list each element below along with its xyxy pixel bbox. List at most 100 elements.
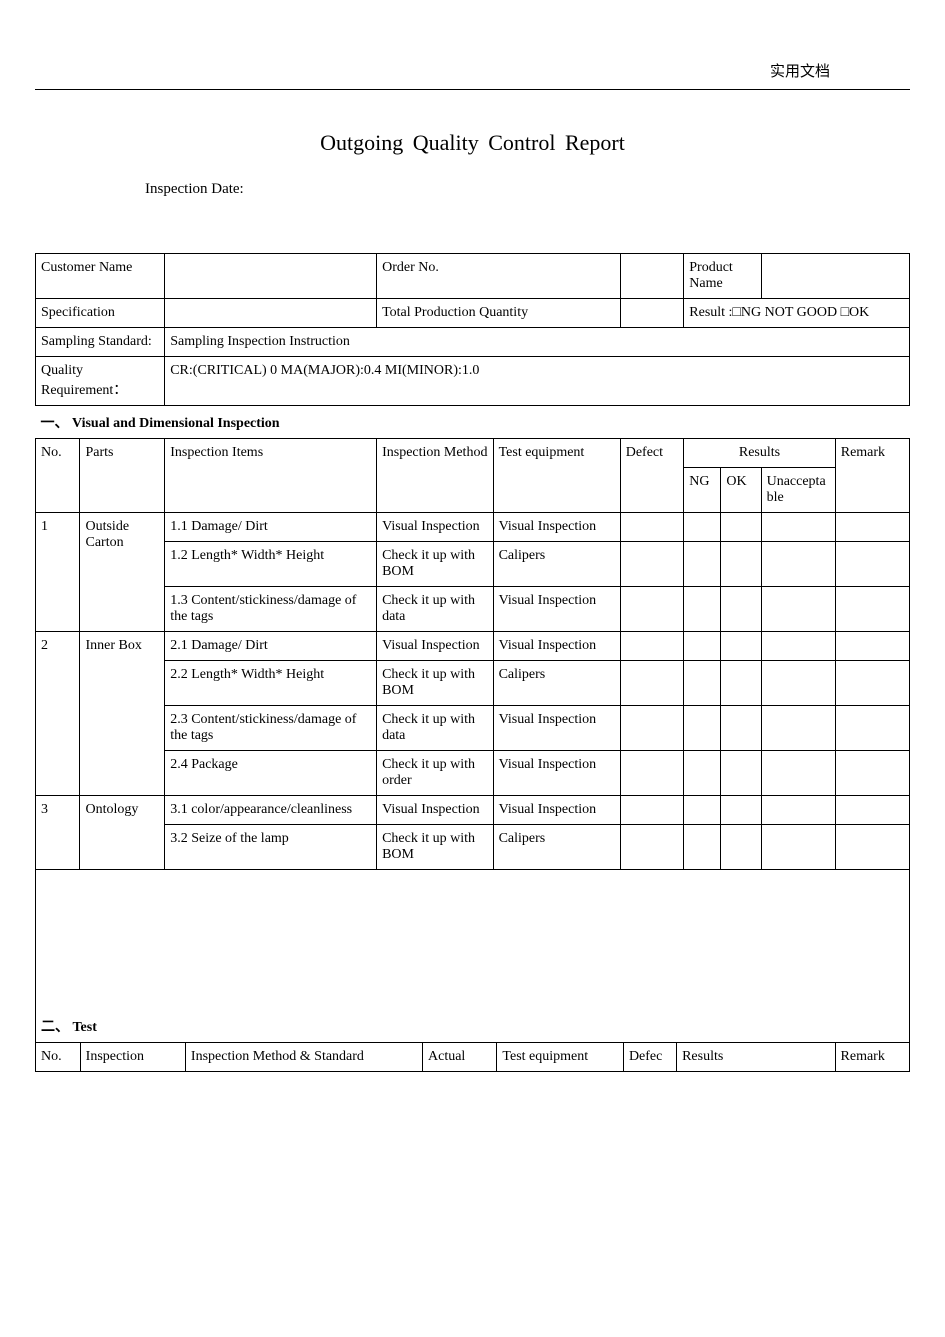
- inspection-date-label: Inspection Date:: [145, 181, 910, 198]
- table-2: No. Inspection Inspection Method & Stand…: [35, 1042, 910, 1072]
- cell-defect: [620, 706, 684, 751]
- cell-remark: [835, 751, 909, 796]
- col-equip: Test equipment: [493, 439, 620, 513]
- cell-parts: Inner Box: [80, 632, 165, 796]
- cell-ng: [684, 513, 721, 542]
- cell-remark: [835, 587, 909, 632]
- section-2-prefix: 二、: [41, 1020, 69, 1035]
- table-row: 2.4 PackageCheck it up with orderVisual …: [36, 751, 910, 796]
- col2-method-std: Inspection Method & Standard: [185, 1042, 422, 1071]
- cell-remark: [835, 796, 909, 825]
- sampling-std-label: Sampling Standard:: [36, 328, 165, 357]
- col2-no: No.: [36, 1042, 81, 1071]
- col2-inspection: Inspection: [80, 1042, 185, 1071]
- cell-no: 1: [36, 513, 80, 632]
- sampling-std-value: Sampling Inspection Instruction: [165, 328, 910, 357]
- col-unacceptable: Unacceptable: [761, 468, 835, 513]
- cell-equipment: Calipers: [493, 825, 620, 870]
- table-row: 2Inner Box2.1 Damage/ DirtVisual Inspect…: [36, 632, 910, 661]
- total-qty-value: [620, 299, 684, 328]
- cell-ok: [721, 825, 761, 870]
- col2-equip: Test equipment: [497, 1042, 624, 1071]
- cell-unacc: [761, 825, 835, 870]
- cell-ok: [721, 632, 761, 661]
- cell-equipment: Visual Inspection: [493, 587, 620, 632]
- report-title: Outgoing Quality Control Report: [35, 130, 910, 156]
- cell-ok: [721, 751, 761, 796]
- col-no: No.: [36, 439, 80, 513]
- cell-equipment: Visual Inspection: [493, 751, 620, 796]
- cell-no: 3: [36, 796, 80, 870]
- cell-remark: [835, 661, 909, 706]
- table-row: 1.3 Content/stickiness/damage of the tag…: [36, 587, 910, 632]
- cell-item: 3.1 color/appearance/cleanliness: [165, 796, 377, 825]
- col2-defec: Defec: [623, 1042, 676, 1071]
- cell-ok: [721, 587, 761, 632]
- cell-item: 1.1 Damage/ Dirt: [165, 513, 377, 542]
- order-no-value: [620, 254, 684, 299]
- col-results: Results: [684, 439, 835, 468]
- col2-results: Results: [677, 1042, 835, 1071]
- main-table: Customer Name Order No. Product Name Spe…: [35, 253, 910, 1043]
- info-row-4: Quality Requirement： CR:(CRITICAL) 0 MA(…: [36, 357, 910, 406]
- quality-req-label: Quality Requirement：: [36, 357, 165, 406]
- cell-method: Visual Inspection: [377, 796, 494, 825]
- col2-actual: Actual: [423, 1042, 497, 1071]
- cell-defect: [620, 632, 684, 661]
- cell-defect: [620, 661, 684, 706]
- table-row: 1.2 Length* Width* HeightCheck it up wit…: [36, 542, 910, 587]
- cell-method: Visual Inspection: [377, 513, 494, 542]
- cell-method: Check it up with BOM: [377, 825, 494, 870]
- cell-equipment: Visual Inspection: [493, 513, 620, 542]
- cell-item: 1.3 Content/stickiness/damage of the tag…: [165, 587, 377, 632]
- col-remark: Remark: [835, 439, 909, 513]
- cell-ng: [684, 542, 721, 587]
- total-qty-label: Total Production Quantity: [377, 299, 621, 328]
- cell-unacc: [761, 542, 835, 587]
- cell-ok: [721, 542, 761, 587]
- col-ng: NG: [684, 468, 721, 513]
- col-method: Inspection Method: [377, 439, 494, 513]
- cell-ng: [684, 706, 721, 751]
- cell-unacc: [761, 796, 835, 825]
- cell-defect: [620, 825, 684, 870]
- cell-unacc: [761, 632, 835, 661]
- cell-parts: Outside Carton: [80, 513, 165, 632]
- cell-method: Check it up with data: [377, 706, 494, 751]
- cell-ng: [684, 825, 721, 870]
- cell-defect: [620, 542, 684, 587]
- cell-ok: [721, 661, 761, 706]
- info-row-2: Specification Total Production Quantity …: [36, 299, 910, 328]
- blank-spacer-row: [36, 870, 910, 1010]
- cell-item: 2.3 Content/stickiness/damage of the tag…: [165, 706, 377, 751]
- section-2-title: Test: [73, 1020, 97, 1035]
- cell-ng: [684, 796, 721, 825]
- table2-header-row: No. Inspection Inspection Method & Stand…: [36, 1042, 910, 1071]
- cell-defect: [620, 751, 684, 796]
- cell-unacc: [761, 587, 835, 632]
- cell-ng: [684, 587, 721, 632]
- cell-unacc: [761, 661, 835, 706]
- cell-remark: [835, 706, 909, 751]
- product-name-value: [761, 254, 909, 299]
- cell-equipment: Visual Inspection: [493, 706, 620, 751]
- header-label: 实用文档: [35, 60, 910, 90]
- section-1-title-row: 一、 Visual and Dimensional Inspection: [36, 406, 910, 439]
- table-row: 1Outside Carton1.1 Damage/ DirtVisual In…: [36, 513, 910, 542]
- cell-method: Check it up with order: [377, 751, 494, 796]
- cell-method: Visual Inspection: [377, 632, 494, 661]
- order-no-label: Order No.: [377, 254, 621, 299]
- cell-ng: [684, 661, 721, 706]
- cell-ok: [721, 706, 761, 751]
- cell-ok: [721, 513, 761, 542]
- product-name-label: Product Name: [684, 254, 761, 299]
- cell-ng: [684, 751, 721, 796]
- cell-unacc: [761, 513, 835, 542]
- cell-ng: [684, 632, 721, 661]
- section-2-title-row: 二、 Test: [36, 1010, 910, 1043]
- table-row: 2.2 Length* Width* HeightCheck it up wit…: [36, 661, 910, 706]
- customer-name-value: [165, 254, 377, 299]
- cell-unacc: [761, 706, 835, 751]
- cell-unacc: [761, 751, 835, 796]
- cell-equipment: Calipers: [493, 661, 620, 706]
